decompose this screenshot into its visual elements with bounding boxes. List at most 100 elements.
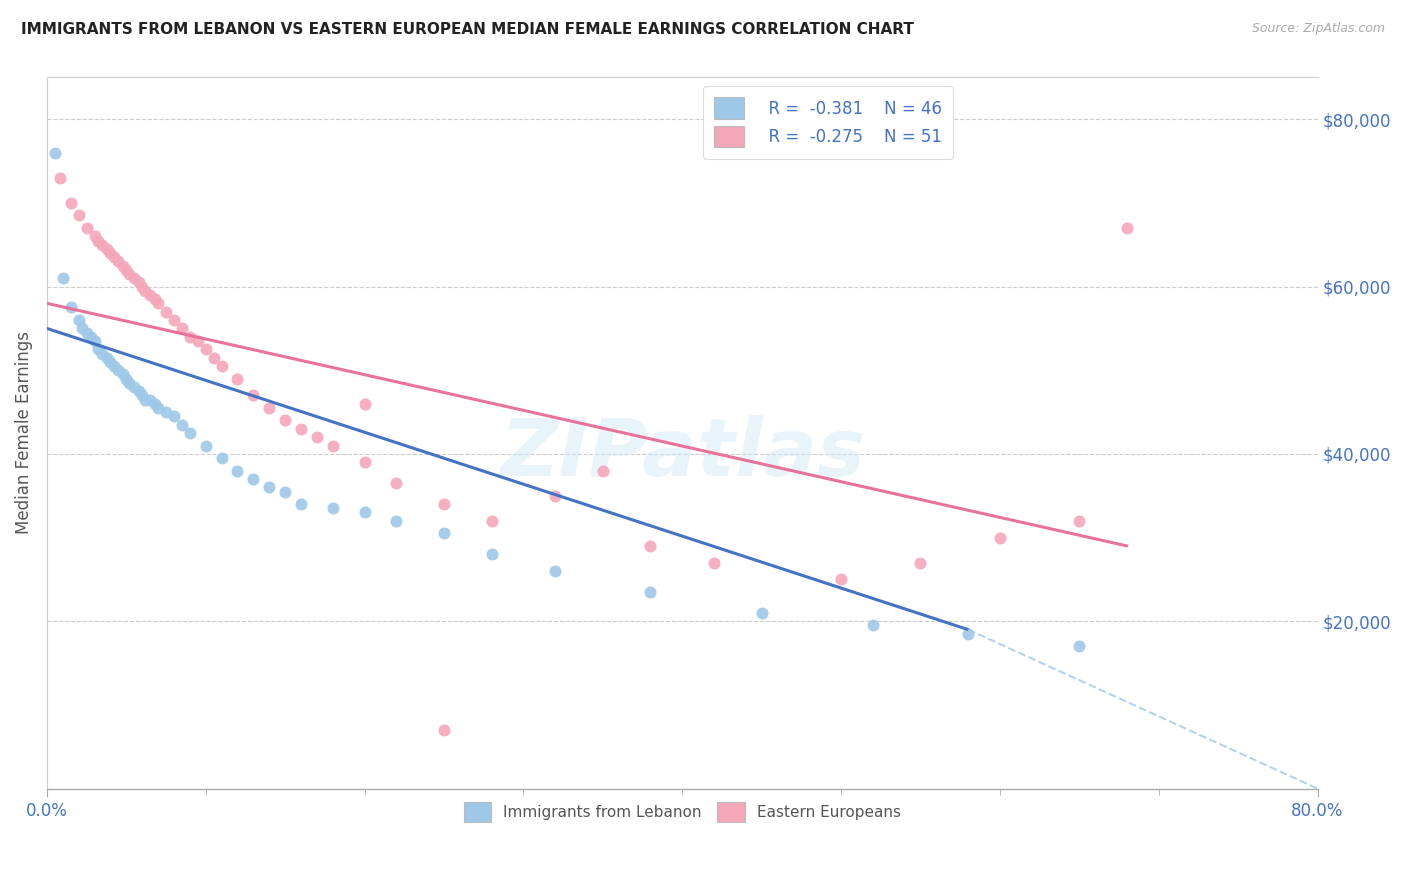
Y-axis label: Median Female Earnings: Median Female Earnings [15,332,32,534]
Point [353,455,375,469]
Point [481,547,503,561]
Point [592,464,614,478]
Point [155,304,177,318]
Point [910,556,932,570]
Point [128,276,150,290]
Point [170,417,193,432]
Point [353,397,375,411]
Point [751,606,773,620]
Point [226,371,249,385]
Point [76,221,98,235]
Point [48,170,70,185]
Point [115,371,138,385]
Point [96,242,118,256]
Point [211,451,233,466]
Point [96,351,118,365]
Point [103,250,125,264]
Point [211,359,233,373]
Point [274,484,297,499]
Text: IMMIGRANTS FROM LEBANON VS EASTERN EUROPEAN MEDIAN FEMALE EARNINGS CORRELATION C: IMMIGRANTS FROM LEBANON VS EASTERN EUROP… [21,22,914,37]
Point [146,296,169,310]
Point [194,343,217,357]
Point [52,271,75,285]
Point [703,556,725,570]
Point [139,392,162,407]
Point [86,343,108,357]
Point [128,384,150,399]
Point [862,618,884,632]
Point [83,334,105,348]
Point [122,380,145,394]
Point [353,506,375,520]
Point [91,346,114,360]
Point [274,413,297,427]
Point [143,397,166,411]
Point [242,388,264,402]
Point [118,267,141,281]
Point [163,313,186,327]
Point [83,229,105,244]
Point [67,313,90,327]
Point [257,401,280,415]
Point [134,392,156,407]
Point [67,209,90,223]
Point [257,480,280,494]
Point [44,145,66,160]
Point [226,464,249,478]
Point [957,626,980,640]
Point [433,526,456,541]
Point [100,355,122,369]
Text: Source: ZipAtlas.com: Source: ZipAtlas.com [1251,22,1385,36]
Point [1116,221,1139,235]
Point [91,237,114,252]
Point [202,351,225,365]
Point [290,497,312,511]
Point [59,301,82,315]
Point [385,514,408,528]
Point [433,723,456,737]
Legend: Immigrants from Lebanon, Eastern Europeans: Immigrants from Lebanon, Eastern Europea… [451,790,912,834]
Point [86,234,108,248]
Point [242,472,264,486]
Point [103,359,125,373]
Point [194,438,217,452]
Point [170,321,193,335]
Point [70,321,93,335]
Point [640,539,662,553]
Point [107,254,129,268]
Point [80,330,103,344]
Point [134,284,156,298]
Point [131,279,153,293]
Point [322,501,344,516]
Point [139,288,162,302]
Point [107,363,129,377]
Point [112,368,135,382]
Point [988,531,1011,545]
Point [1069,640,1091,654]
Point [481,514,503,528]
Point [112,259,135,273]
Point [122,271,145,285]
Point [143,292,166,306]
Point [322,438,344,452]
Point [305,430,328,444]
Point [187,334,209,348]
Point [76,326,98,340]
Point [290,422,312,436]
Point [59,195,82,210]
Point [179,425,201,440]
Point [640,585,662,599]
Point [544,564,567,578]
Point [179,330,201,344]
Point [163,409,186,424]
Text: ZIPatlas: ZIPatlas [499,416,865,493]
Point [131,388,153,402]
Point [118,376,141,390]
Point [1069,514,1091,528]
Point [146,401,169,415]
Point [433,497,456,511]
Point [385,476,408,491]
Point [155,405,177,419]
Point [830,573,852,587]
Point [100,246,122,260]
